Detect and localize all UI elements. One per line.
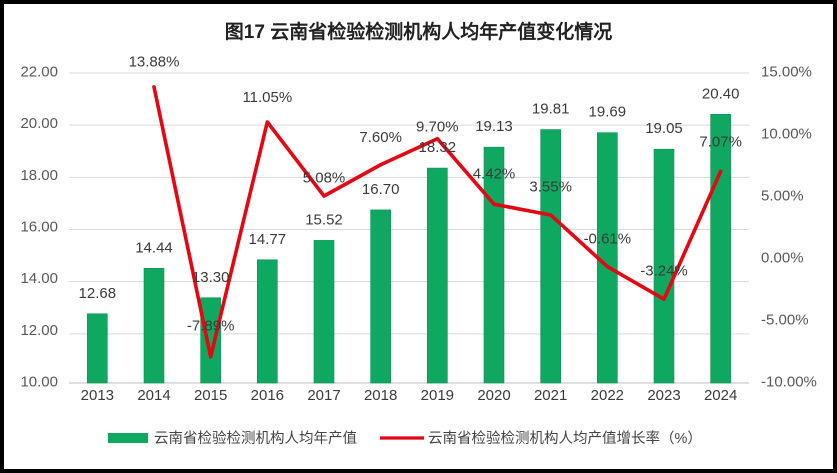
svg-text:10.00%: 10.00% [761, 126, 812, 143]
svg-text:0.00%: 0.00% [761, 250, 804, 267]
svg-text:11.05%: 11.05% [242, 89, 292, 106]
svg-text:2023: 2023 [647, 387, 680, 404]
svg-text:4.42%: 4.42% [473, 166, 516, 183]
svg-text:22.00: 22.00 [20, 64, 58, 81]
svg-text:19.05: 19.05 [645, 120, 683, 137]
svg-text:2015: 2015 [194, 387, 227, 404]
svg-text:云南省检验检测机构人均年产值: 云南省检验检测机构人均年产值 [154, 430, 357, 447]
svg-text:18.00: 18.00 [20, 167, 58, 184]
svg-text:2016: 2016 [251, 387, 284, 404]
svg-text:13.88%: 13.88% [129, 54, 180, 71]
svg-text:18.32: 18.32 [419, 139, 457, 156]
svg-text:15.00%: 15.00% [761, 64, 812, 81]
svg-text:2022: 2022 [591, 387, 624, 404]
svg-text:2017: 2017 [307, 387, 340, 404]
svg-text:14.77: 14.77 [249, 231, 287, 248]
svg-text:-3.24%: -3.24% [640, 262, 688, 279]
svg-text:15.52: 15.52 [305, 211, 343, 228]
svg-text:-7.89%: -7.89% [187, 317, 235, 334]
svg-text:20.40: 20.40 [702, 85, 740, 102]
svg-text:20.00: 20.00 [20, 115, 58, 132]
svg-text:-0.61%: -0.61% [584, 230, 632, 247]
svg-text:19.13: 19.13 [475, 118, 513, 135]
svg-text:13.30: 13.30 [192, 269, 230, 286]
svg-text:19.81: 19.81 [532, 101, 570, 118]
svg-text:7.07%: 7.07% [699, 133, 742, 150]
svg-text:16.70: 16.70 [362, 181, 400, 198]
svg-text:2024: 2024 [704, 387, 737, 404]
svg-text:12.00: 12.00 [20, 322, 58, 339]
svg-text:5.00%: 5.00% [761, 188, 804, 205]
svg-text:19.69: 19.69 [589, 104, 627, 121]
svg-text:10.00: 10.00 [20, 374, 58, 391]
svg-text:-5.00%: -5.00% [761, 312, 809, 329]
svg-text:14.44: 14.44 [135, 239, 173, 256]
svg-text:2020: 2020 [477, 387, 510, 404]
svg-text:12.68: 12.68 [79, 285, 117, 302]
svg-text:2018: 2018 [364, 387, 397, 404]
svg-text:5.08%: 5.08% [303, 170, 346, 187]
svg-text:云南省检验检测机构人均产值增长率（%）: 云南省检验检测机构人均产值增长率（%） [428, 430, 702, 447]
svg-text:-10.00%: -10.00% [761, 374, 817, 391]
svg-text:16.00: 16.00 [20, 219, 58, 236]
svg-text:7.60%: 7.60% [359, 129, 402, 146]
svg-text:2021: 2021 [534, 387, 567, 404]
svg-text:2013: 2013 [81, 387, 114, 404]
svg-text:14.00: 14.00 [20, 270, 58, 287]
svg-text:9.70%: 9.70% [416, 119, 459, 136]
svg-text:2019: 2019 [421, 387, 454, 404]
svg-text:2014: 2014 [137, 387, 170, 404]
svg-text:3.55%: 3.55% [529, 179, 572, 196]
